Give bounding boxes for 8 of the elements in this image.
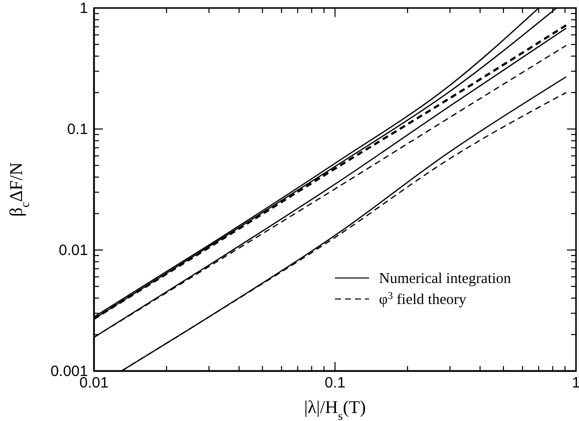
- y-tick-label: 0.1: [67, 120, 88, 138]
- x-tick-label: 1: [572, 374, 579, 392]
- x-axis-title: |λ|/H$_{s}$(T): [304, 397, 366, 421]
- legend-label: Numerical integration: [379, 271, 512, 287]
- legend-label: φ$^{3}$ field theory: [379, 290, 467, 308]
- x-tick-label: 0.1: [324, 374, 346, 392]
- y-tick-label: 1: [80, 0, 88, 17]
- y-tick-label: 0.01: [58, 242, 88, 259]
